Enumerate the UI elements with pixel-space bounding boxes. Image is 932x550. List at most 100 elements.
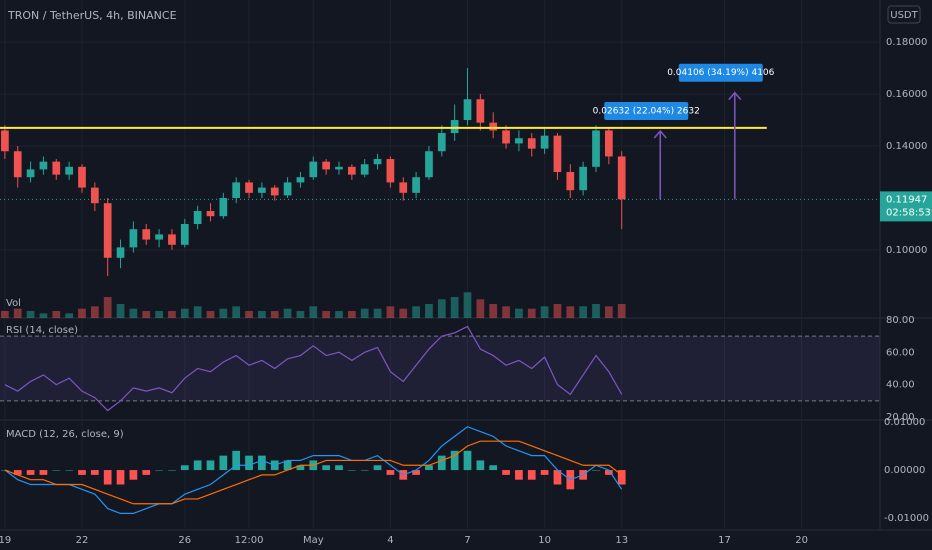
macd-histogram-bar <box>527 470 536 480</box>
volume-bar <box>463 292 472 318</box>
candle-body <box>116 247 125 258</box>
measure-label-box <box>604 101 689 120</box>
macd-histogram-bar <box>605 470 613 475</box>
macd-histogram-bar <box>13 470 22 475</box>
x-tick-label: 4 <box>387 535 393 546</box>
y-tick-label: 0.14000 <box>886 141 927 152</box>
macd-histogram-bar <box>617 470 626 485</box>
volume-bar <box>360 308 369 318</box>
volume-bar <box>489 304 498 318</box>
x-tick-label: 22 <box>76 535 89 546</box>
current-price-box <box>880 191 932 222</box>
macd-histogram-bar <box>232 450 241 471</box>
candle-body <box>540 135 549 149</box>
candle-body <box>39 161 48 170</box>
candle-body <box>502 130 510 144</box>
macd-histogram-bar <box>219 455 228 471</box>
candle-body <box>463 99 472 121</box>
macd-histogram-bar <box>155 470 163 471</box>
volume-bar <box>39 313 48 318</box>
rsi-tick-label: 20.00 <box>886 412 915 423</box>
candle-body <box>90 187 99 204</box>
volume-bar <box>129 308 138 318</box>
macd-histogram-bar <box>360 470 369 471</box>
candle-body <box>13 151 22 178</box>
arrow-head <box>728 91 742 101</box>
macd-tick-label: 0.01000 <box>884 417 925 428</box>
macd-histogram-bar <box>90 470 99 475</box>
volume-bar <box>52 311 61 318</box>
volume-bar <box>90 306 99 318</box>
candle-body <box>232 182 241 199</box>
candle-body <box>450 120 459 134</box>
candle-body <box>206 211 215 217</box>
volume-bar <box>26 311 35 318</box>
macd-histogram-bar <box>116 470 125 485</box>
volume-bar <box>193 306 202 318</box>
candle-body <box>65 166 73 175</box>
volume-bar <box>309 306 318 318</box>
currency-box[interactable] <box>887 5 921 24</box>
macd-histogram-bar <box>592 470 600 471</box>
candle-body <box>258 187 266 193</box>
volume-bar <box>270 311 279 318</box>
candle-body <box>347 166 356 175</box>
volume-bar <box>515 308 523 318</box>
macd-histogram-bar <box>540 470 549 475</box>
macd-title: MACD (12, 26, close, 9) <box>6 429 124 440</box>
candle-body <box>129 229 138 248</box>
rsi-tick-label: 60.00 <box>886 347 915 358</box>
volume-bar <box>617 304 626 318</box>
macd-histogram-bar <box>553 470 562 485</box>
candle-body <box>1 130 9 152</box>
currency[interactable]: USDT <box>890 10 918 21</box>
measure-label: 0.04106 (34.19%) 4106 <box>667 68 774 78</box>
macd-line <box>4 440 623 505</box>
volume-bar <box>180 308 189 318</box>
candle-body <box>399 182 408 193</box>
macd-histogram-bar <box>463 450 472 471</box>
x-tick-label: 7 <box>464 535 470 546</box>
macd-histogram-bar <box>476 460 485 471</box>
candle-body <box>26 169 35 178</box>
volume-bar <box>347 311 356 318</box>
macd-histogram-bar <box>193 460 202 471</box>
macd-histogram-bar <box>322 465 330 471</box>
chart-title: TRON / TetherUS, 4h, BINANCE <box>7 9 177 22</box>
macd-histogram-bar <box>26 470 35 475</box>
volume-bar <box>399 308 408 318</box>
volume-bar <box>168 311 176 318</box>
volume-bar <box>258 311 266 318</box>
volume-bar <box>206 311 215 318</box>
macd-tick-label: -0.01000 <box>884 513 929 524</box>
macd-histogram-bar <box>65 470 73 471</box>
macd-histogram-bar <box>489 465 498 471</box>
macd-histogram-bar <box>335 465 343 471</box>
candle-body <box>309 161 318 178</box>
volume-bar <box>155 311 163 318</box>
current-price: 0.11947 <box>886 194 927 205</box>
volume-bar <box>437 299 446 318</box>
x-tick-label: 26 <box>178 535 191 546</box>
macd-line <box>4 426 623 514</box>
x-tick-label: 20 <box>795 535 808 546</box>
volume-bar <box>335 311 343 318</box>
candle-body <box>283 182 292 196</box>
volume-bar <box>1 311 9 318</box>
candle-body <box>155 234 163 240</box>
candle-body <box>605 130 613 157</box>
candle-body <box>579 166 588 191</box>
macd-histogram-bar <box>245 455 253 471</box>
volume-bar <box>65 313 73 318</box>
volume-bar <box>425 304 433 318</box>
volume-bar <box>450 297 459 318</box>
candle-body <box>437 133 446 152</box>
volume-bar <box>142 311 151 318</box>
candle-body <box>566 172 575 191</box>
macd-histogram-bar <box>347 470 356 471</box>
macd-histogram-bar <box>502 470 510 475</box>
volume-bar <box>283 308 292 318</box>
macd-histogram-bar <box>386 470 395 475</box>
